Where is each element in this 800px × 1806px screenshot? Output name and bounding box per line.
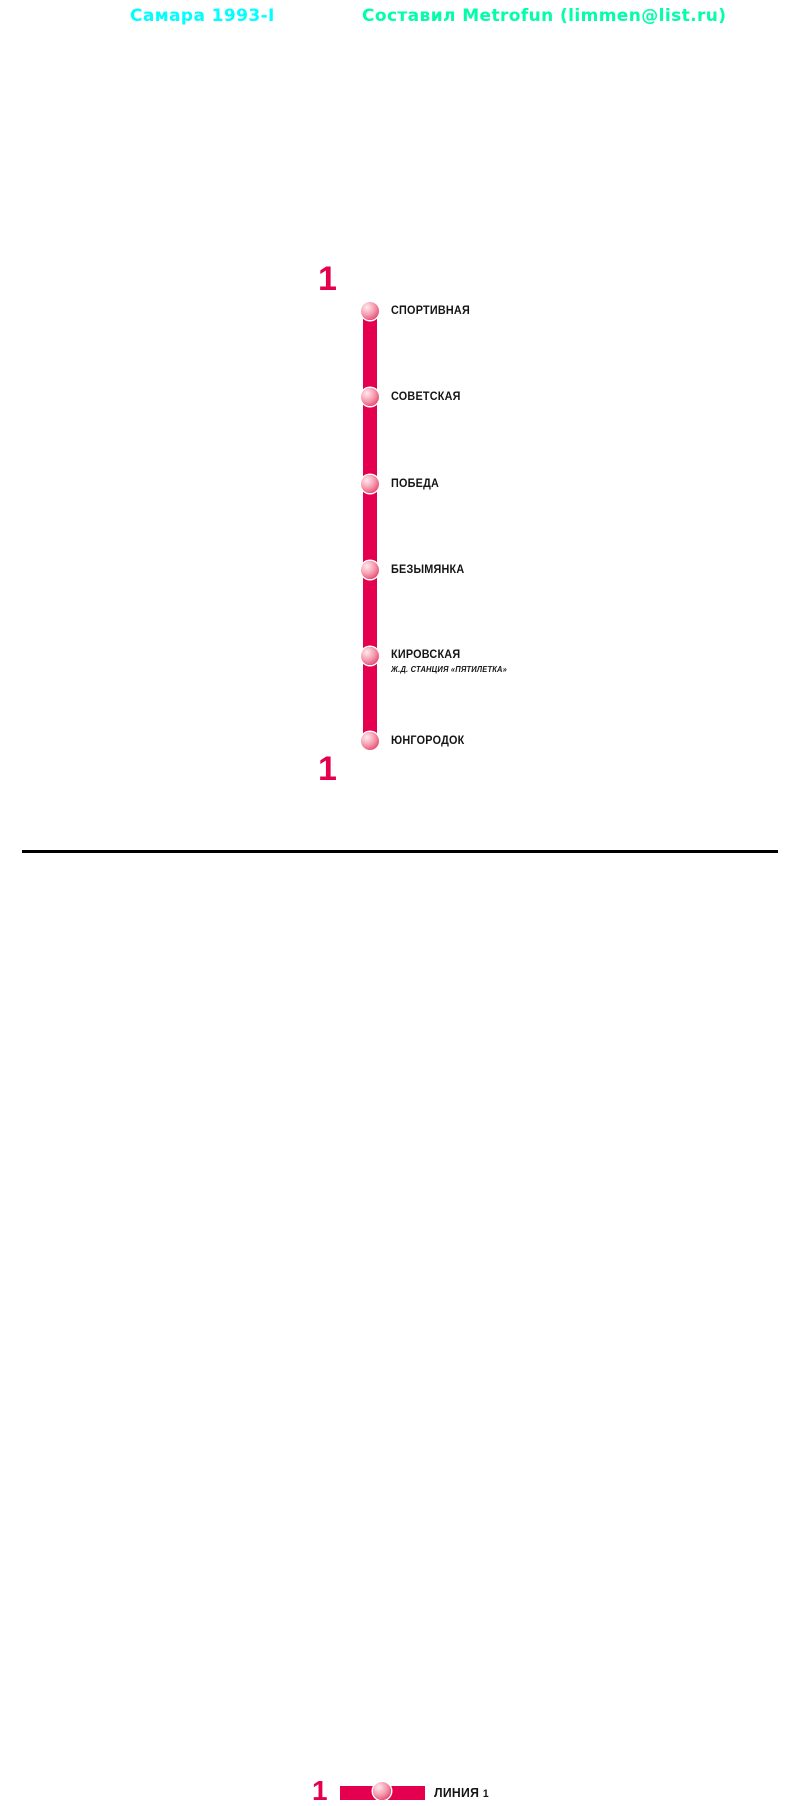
- station-label: ЮНГОРОДОК: [391, 735, 465, 747]
- station-marker-icon[interactable]: [361, 475, 379, 493]
- legend-line-number-badge: 1: [312, 1775, 328, 1806]
- line-number-badge-bottom: 1: [318, 750, 337, 788]
- legend-label-word: ЛИНИЯ: [434, 1785, 480, 1800]
- legend-label: ЛИНИЯ 1: [434, 1785, 489, 1800]
- station-marker-icon[interactable]: [361, 561, 379, 579]
- station-label: СОВЕТСКАЯ: [391, 391, 461, 403]
- author-credit: Составил Metrofun (limmen@list.ru): [362, 6, 727, 26]
- station-marker-icon[interactable]: [361, 732, 379, 750]
- station-sublabel-railway: Ж.Д. СТАНЦИЯ «ПЯТИЛЕТКА»: [391, 665, 508, 674]
- station-marker-icon[interactable]: [361, 388, 379, 406]
- legend-label-number: 1: [482, 1788, 489, 1800]
- line-number-badge-top: 1: [318, 260, 337, 298]
- page-title: Самара 1993-I: [130, 6, 275, 26]
- station-label: БЕЗЫМЯНКА: [391, 564, 465, 576]
- station-label: СПОРТИВНАЯ: [391, 305, 470, 317]
- metro-line-1-track: [363, 305, 377, 745]
- station-marker-icon[interactable]: [361, 647, 379, 665]
- legend-divider: [22, 850, 778, 853]
- map-canvas: Самара 1993-I Составил Metrofun (limmen@…: [0, 6, 800, 1805]
- station-label: КИРОВСКАЯ: [391, 649, 461, 661]
- legend-station-marker-icon: [373, 1782, 391, 1800]
- legend: 1 ЛИНИЯ 1: [0, 888, 800, 1805]
- station-label: ПОБЕДА: [391, 478, 440, 490]
- station-marker-icon[interactable]: [361, 302, 379, 320]
